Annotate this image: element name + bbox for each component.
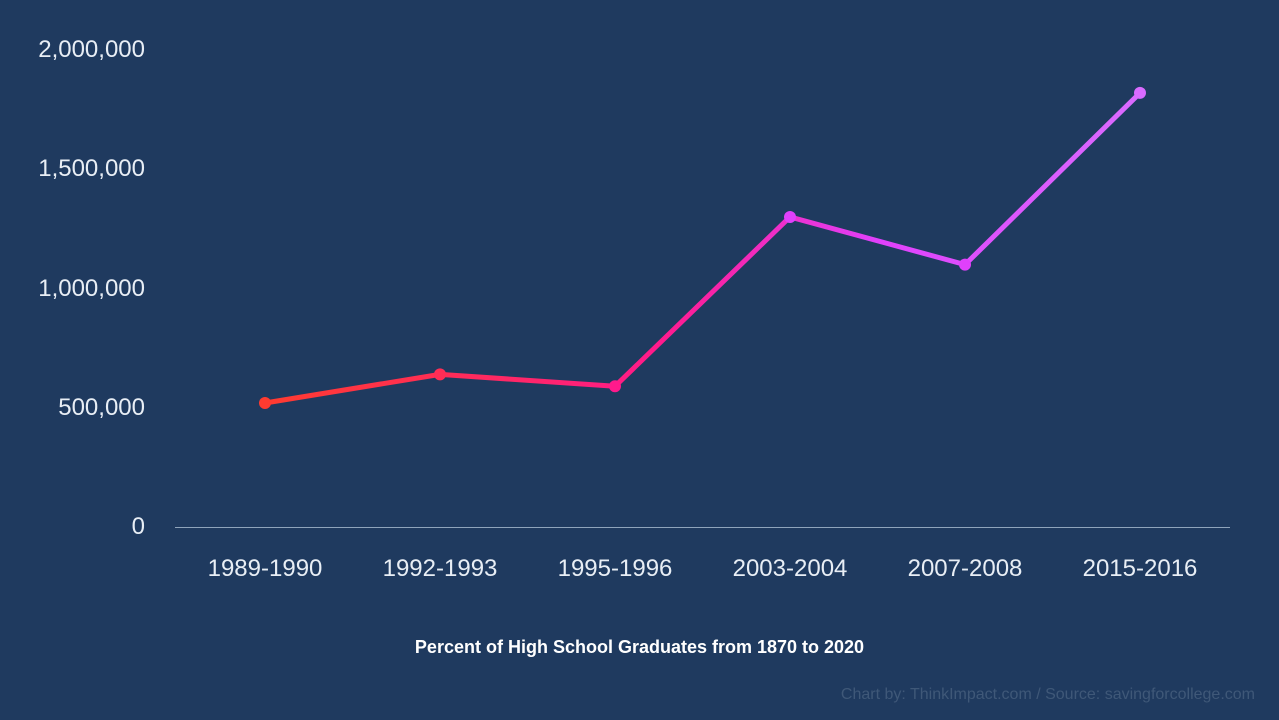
data-point [784, 211, 796, 223]
x-tick-label: 2015-2016 [1083, 555, 1198, 583]
y-tick-label: 0 [0, 513, 145, 541]
x-tick-label: 1992-1993 [383, 555, 498, 583]
x-axis-line [175, 527, 1230, 528]
data-point [434, 368, 446, 380]
data-point [609, 380, 621, 392]
x-tick-label: 1989-1990 [208, 555, 323, 583]
x-tick-label: 2003-2004 [733, 555, 848, 583]
chart-attribution: Chart by: ThinkImpact.com / Source: savi… [841, 686, 1255, 704]
y-tick-label: 2,000,000 [0, 36, 145, 64]
y-tick-label: 1,000,000 [0, 275, 145, 303]
y-tick-label: 1,500,000 [0, 155, 145, 183]
x-tick-label: 1995-1996 [558, 555, 673, 583]
data-point [259, 397, 271, 409]
line-chart: 0 500,000 1,000,000 1,500,000 2,000,000 … [0, 0, 1279, 720]
data-point [1134, 87, 1146, 99]
chart-caption: Percent of High School Graduates from 18… [415, 637, 864, 658]
chart-plot [0, 0, 1279, 720]
y-tick-label: 500,000 [0, 394, 145, 422]
x-tick-label: 2007-2008 [908, 555, 1023, 583]
data-point [959, 259, 971, 271]
